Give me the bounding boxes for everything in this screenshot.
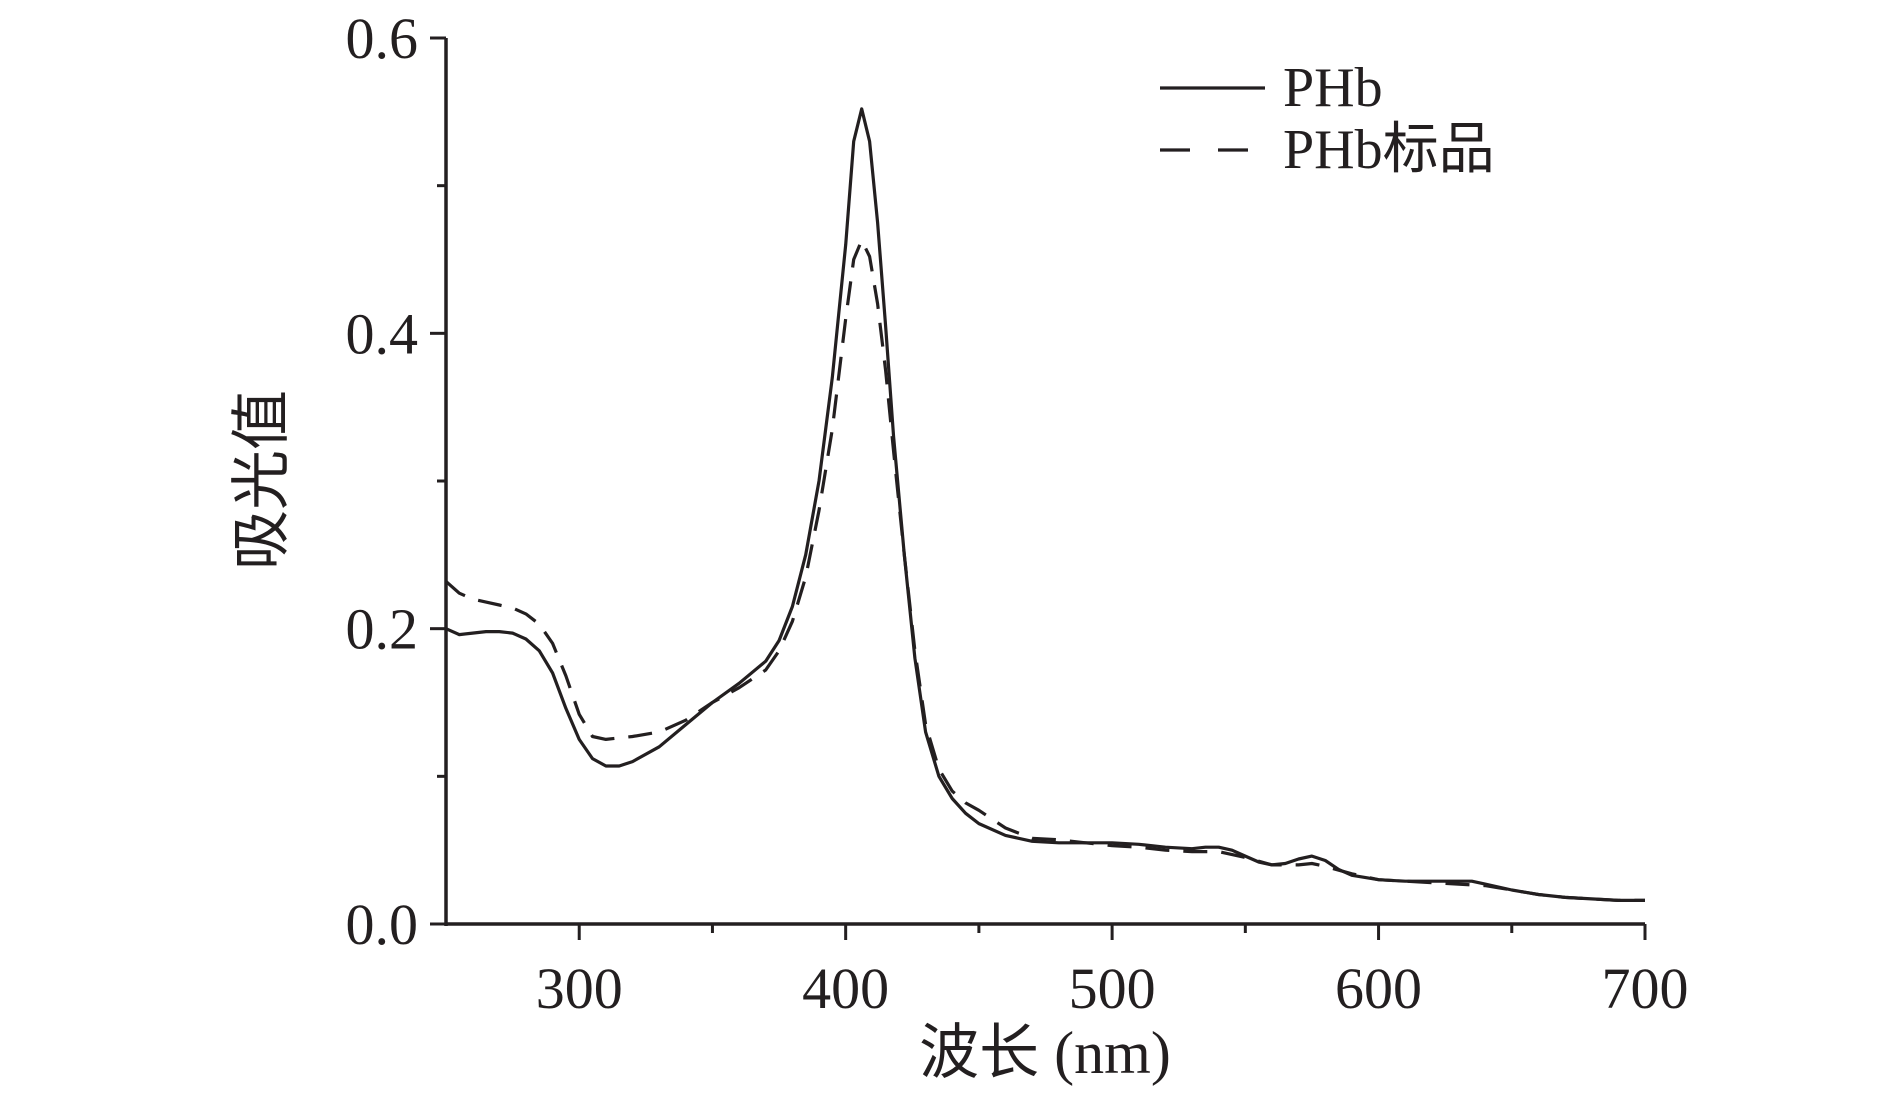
legend: PHb PHb标品 [1160,57,1495,181]
y-axis-title: 吸光值 [229,390,295,570]
y-tick-label: 0.2 [346,597,419,662]
x-tick-label: 400 [802,956,889,1021]
legend-label-phb: PHb [1283,57,1383,119]
y-tick-label: 0.0 [346,892,419,957]
series-line-phb [445,107,1645,902]
y-tick-label: 0.6 [346,6,419,71]
series-line-phb-standard [444,238,1645,902]
x-tick-label: 500 [1069,956,1156,1021]
x-axis-title: 波长 (nm) [919,1020,1171,1086]
y-tick-label: 0.4 [346,301,419,366]
x-tick-label: 700 [1602,956,1689,1021]
axis-ticks: 300 400 500 600 700 0.0 0.2 0.4 0.6 [346,6,1689,1021]
x-tick-label: 600 [1335,956,1422,1021]
data-series [444,107,1645,902]
legend-label-phb-standard: PHb标品 [1283,119,1495,181]
x-tick-label: 300 [536,956,623,1021]
